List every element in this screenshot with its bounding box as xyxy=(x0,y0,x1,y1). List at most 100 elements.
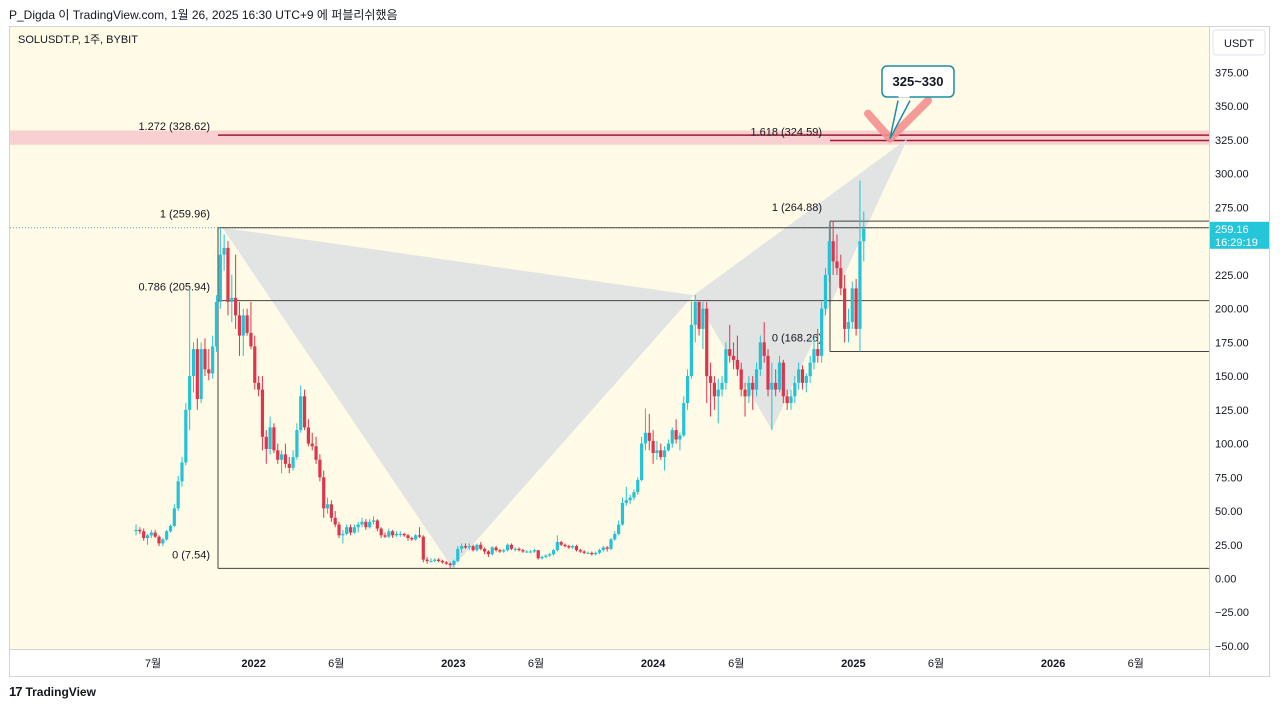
candle xyxy=(509,543,513,551)
candle-body xyxy=(728,349,732,356)
candle-body xyxy=(149,532,153,536)
candle xyxy=(360,517,364,528)
pattern-triangle-xab xyxy=(222,227,694,568)
candle xyxy=(318,454,322,482)
candle xyxy=(375,519,379,532)
candle-body xyxy=(165,531,169,540)
candle xyxy=(716,378,720,424)
candle-body xyxy=(322,477,326,509)
candle xyxy=(138,527,142,534)
candle xyxy=(486,550,491,557)
price-tick-label: 200.00 xyxy=(1215,304,1249,316)
candle-body xyxy=(249,332,253,347)
candle xyxy=(211,335,215,379)
candle xyxy=(693,295,697,343)
candle xyxy=(862,211,866,262)
candle-body xyxy=(494,547,498,551)
symbol-label: SOLUSDT.P, 1주, BYBIT xyxy=(18,34,138,46)
candle-body xyxy=(555,542,559,551)
candle xyxy=(348,524,353,536)
candle-body xyxy=(402,533,406,536)
candle-body xyxy=(168,525,173,532)
candle xyxy=(816,328,820,363)
candle xyxy=(624,486,628,506)
candle xyxy=(594,551,598,556)
candle-body xyxy=(325,504,330,509)
candle xyxy=(417,527,422,539)
candle-body xyxy=(218,254,222,302)
time-tick-label: 6월 xyxy=(328,657,344,670)
candle xyxy=(241,308,245,356)
candle xyxy=(854,278,858,336)
candle xyxy=(176,475,180,512)
candle xyxy=(521,548,525,553)
last-price-countdown: 16:29:19 xyxy=(1215,237,1258,249)
candle xyxy=(444,560,448,566)
candle xyxy=(402,532,406,537)
candle xyxy=(368,519,372,529)
candle-body xyxy=(475,544,479,551)
candle xyxy=(513,547,517,552)
candle-body xyxy=(463,546,468,548)
candle xyxy=(766,349,770,397)
price-tick-label: 75.00 xyxy=(1215,472,1243,484)
candle-body xyxy=(371,520,376,522)
candle-body xyxy=(387,531,391,537)
candle xyxy=(793,376,797,404)
candle xyxy=(739,362,743,397)
target-annotation: 325~330 xyxy=(864,65,955,143)
price-tick-label: 25.00 xyxy=(1215,540,1243,552)
candle-body xyxy=(525,551,529,553)
candle xyxy=(333,511,337,528)
candle xyxy=(498,548,502,553)
candle-body xyxy=(157,536,161,544)
fib-level-label: 1 (259.96) xyxy=(160,209,210,221)
candle-body xyxy=(685,376,690,404)
time-tick-label: 6월 xyxy=(928,657,944,670)
axis-background xyxy=(1209,27,1269,676)
candle xyxy=(306,419,310,447)
candle xyxy=(571,544,575,549)
candle-body xyxy=(586,552,590,554)
candle xyxy=(325,497,330,514)
currency-button[interactable] xyxy=(1212,29,1266,56)
candle xyxy=(172,504,176,528)
candle-body xyxy=(452,560,456,566)
fib-level-lines: 1.272 (328.62) 1.618 (324.59) 1 (259.96) 1 … xyxy=(10,121,1209,569)
chart-caption: P_Digda 이 TradingView.com, 1월 26, 2025 1… xyxy=(9,8,398,22)
candle xyxy=(287,457,291,474)
candle-body xyxy=(548,554,552,556)
candle-body xyxy=(781,362,785,397)
candle-body xyxy=(697,301,701,329)
price-tick-label: 125.00 xyxy=(1215,405,1249,417)
candle xyxy=(165,529,169,541)
tradingview-logo[interactable]: 17 TradingView xyxy=(9,684,96,699)
candle-body xyxy=(831,241,835,262)
candle xyxy=(800,365,805,390)
candle xyxy=(291,450,295,471)
candle xyxy=(479,542,483,551)
candle xyxy=(774,369,778,397)
candle-body xyxy=(640,443,644,480)
candle xyxy=(371,516,376,525)
candle xyxy=(149,529,153,539)
time-axis[interactable]: 7월 2022 6월 2023 6월 2024 6월 2025 6월 2026 6월 xyxy=(145,657,1144,670)
candle-body xyxy=(295,430,299,458)
candle-body xyxy=(862,228,866,242)
candlestick-chart[interactable]: 1.272 (328.62) 1.618 (324.59) 1 (259.96) 1 … xyxy=(10,27,1269,676)
candle-body xyxy=(682,403,686,436)
candle xyxy=(858,180,862,352)
candle xyxy=(839,254,843,296)
price-axis[interactable]: 375.00350.00325.00300.00275.00250.00225.… xyxy=(1210,68,1269,653)
chart-frame[interactable]: 1.272 (328.62) 1.618 (324.59) 1 (259.96) 1 … xyxy=(9,26,1270,677)
candle-body xyxy=(341,533,345,536)
candle-body xyxy=(433,559,437,561)
candle xyxy=(632,489,636,501)
candle-body xyxy=(299,396,303,431)
candle-body xyxy=(674,430,678,440)
candles xyxy=(134,180,866,568)
candle xyxy=(414,533,418,541)
candle-body xyxy=(460,546,464,549)
candle xyxy=(237,301,242,356)
candle-body xyxy=(827,241,831,275)
